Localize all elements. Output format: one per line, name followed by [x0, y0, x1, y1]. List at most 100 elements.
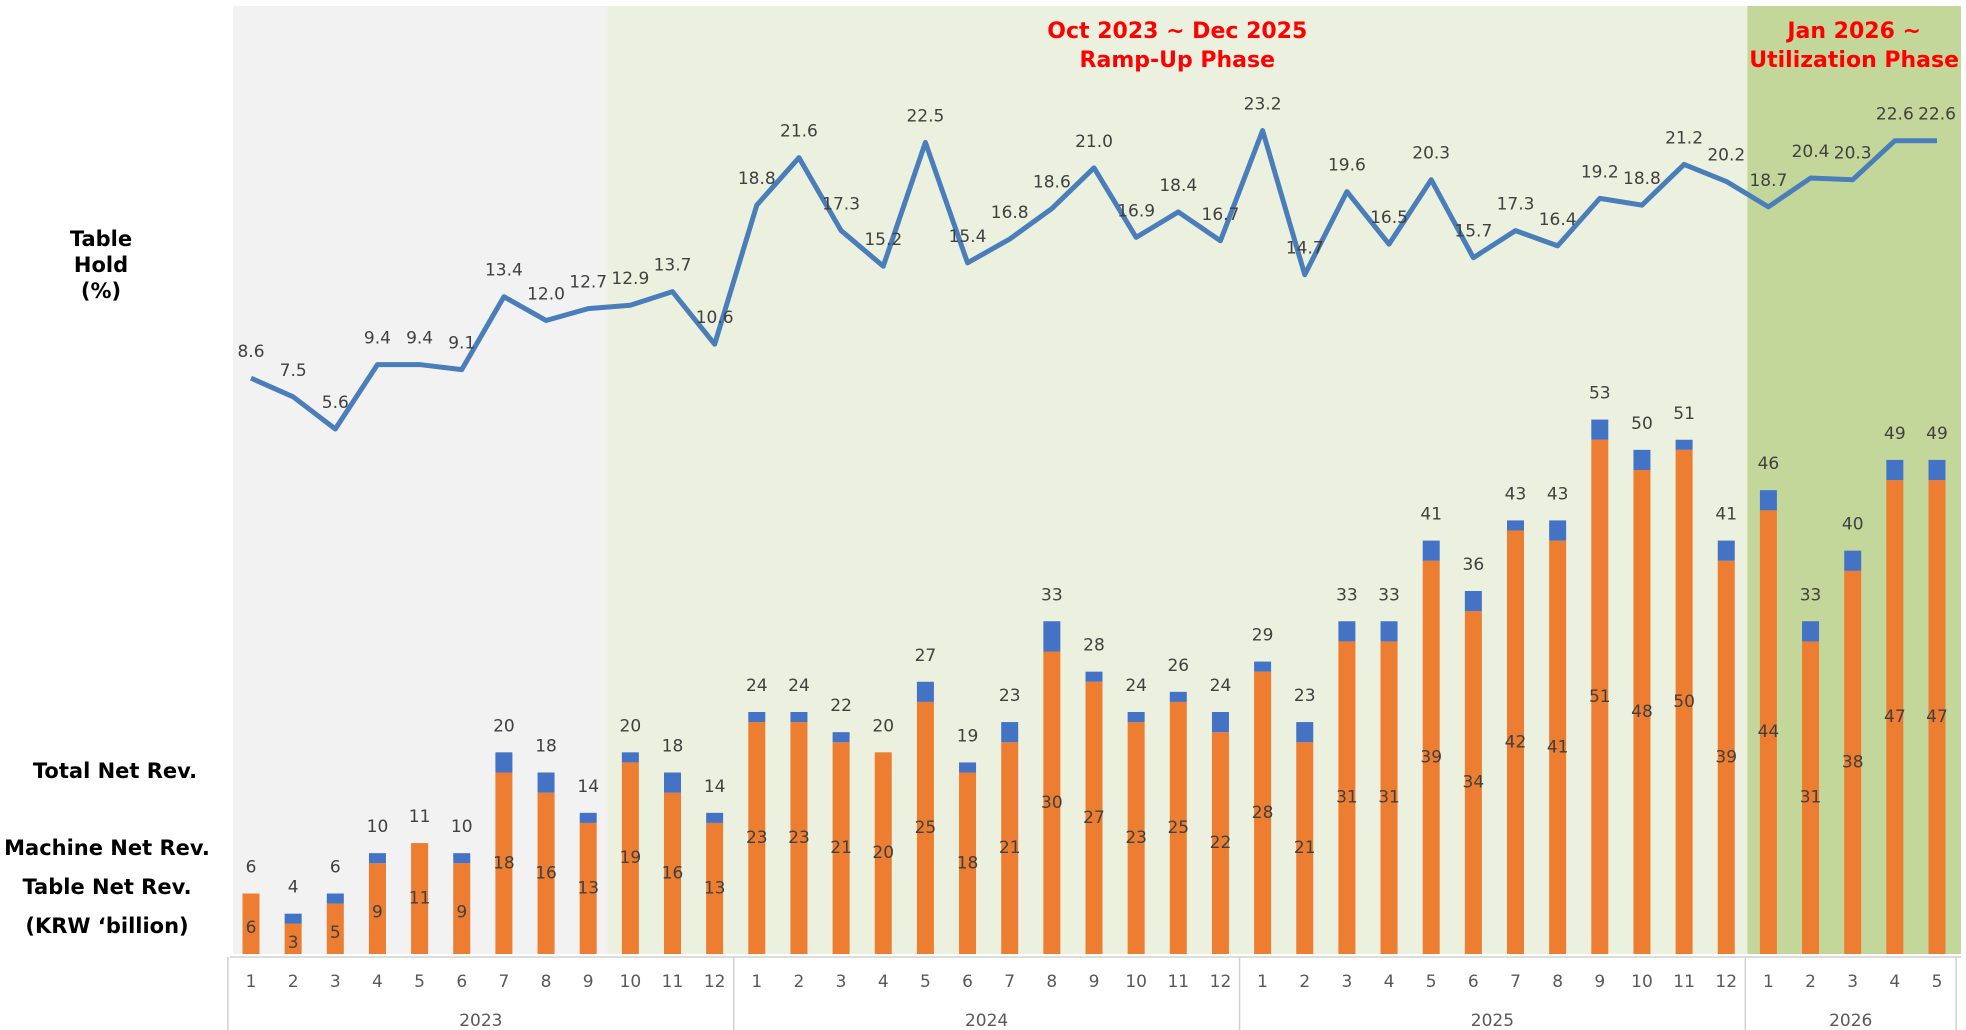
bar-label: 3	[288, 933, 299, 953]
total-label: 6	[246, 858, 257, 878]
total-label: 33	[1336, 585, 1358, 605]
bar-segment	[284, 913, 302, 924]
x-tick-label: 8	[1552, 972, 1563, 992]
bar-segment	[579, 822, 597, 954]
bar-segment	[959, 762, 977, 773]
line-label: 9.4	[364, 329, 391, 349]
x-tick-label: 4	[1384, 972, 1395, 992]
bar-segment	[242, 893, 260, 954]
total-label: 40	[1842, 515, 1864, 535]
bar-label: 16	[535, 863, 557, 883]
total-label: 18	[662, 737, 684, 757]
total-label: 51	[1673, 404, 1695, 424]
x-tick-label: 10	[620, 972, 642, 992]
bar-label: 25	[1167, 818, 1189, 838]
x-tick-label: 6	[456, 972, 467, 992]
bar-label: 31	[1800, 788, 1822, 808]
phase-label: Utilization Phase	[1749, 48, 1959, 73]
x-tick-label: 3	[1847, 972, 1858, 992]
phase-label: Jan 2026 ~	[1785, 19, 1921, 44]
line-label: 18.8	[738, 169, 776, 189]
total-label: 49	[1926, 424, 1948, 444]
bar-segment	[1633, 449, 1651, 470]
x-tick-label: 9	[583, 972, 594, 992]
x-group-label: 2026	[1829, 1011, 1872, 1030]
bar-segment	[1380, 641, 1398, 954]
bar-label: 34	[1463, 773, 1485, 793]
line-label: 13.7	[654, 256, 692, 276]
total-label: 28	[1083, 636, 1105, 656]
x-tick-label: 1	[751, 972, 762, 992]
bar-label: 5	[330, 923, 341, 943]
bar-segment	[1338, 641, 1356, 954]
line-label: 16.7	[1202, 205, 1240, 225]
hold-line	[249, 128, 1937, 432]
bar-segment	[1928, 459, 1946, 481]
total-label: 23	[1294, 686, 1316, 706]
line-label: 18.6	[1033, 173, 1071, 193]
bar-segment	[706, 812, 724, 823]
total-label: 10	[367, 817, 389, 837]
bar-segment	[664, 792, 681, 954]
bar-segment	[326, 893, 344, 904]
bar-segment	[1591, 439, 1609, 954]
x-tick-label: 6	[962, 972, 973, 992]
bar-segment	[1422, 540, 1440, 561]
line-label: 20.3	[1412, 144, 1450, 164]
bar-segment	[1886, 480, 1904, 954]
bar-label: 48	[1631, 702, 1653, 722]
bar-segment	[1043, 651, 1061, 954]
bar-segment	[1507, 530, 1524, 954]
bar-label: 44	[1758, 722, 1780, 742]
line-label: 15.2	[864, 230, 902, 250]
total-label: 24	[746, 676, 768, 696]
line-label: 17.3	[822, 195, 860, 215]
bar-label: 50	[1673, 692, 1695, 712]
x-tick-label: 2	[1805, 972, 1816, 992]
bar-segment	[1633, 470, 1651, 954]
line-label: 15.7	[1454, 222, 1492, 242]
bar-segment	[1127, 712, 1145, 723]
bar-segment	[748, 712, 766, 723]
bar-segment	[537, 772, 555, 793]
bar-segment	[1085, 681, 1103, 954]
total-label: 36	[1463, 555, 1485, 575]
line-label: 20.3	[1834, 144, 1872, 164]
bar-label: 47	[1926, 707, 1948, 727]
total-label: 24	[788, 676, 810, 696]
bar-label: 31	[1378, 788, 1400, 808]
total-label: 26	[1167, 656, 1189, 676]
bar-segment	[706, 822, 724, 954]
legend-machine: Machine Net Rev.	[4, 836, 210, 860]
line-label: 15.4	[949, 227, 987, 247]
x-tick-label: 2	[1299, 972, 1310, 992]
total-label: Total Net Rev.	[32, 759, 198, 783]
bar-segment	[916, 701, 934, 954]
bar-segment	[1001, 722, 1019, 743]
line-label: 20.4	[1792, 142, 1830, 162]
line-label: 7.5	[280, 361, 307, 381]
line-label: 18.7	[1749, 171, 1787, 191]
total-label: 18	[535, 737, 557, 757]
bar-label: 6	[246, 918, 257, 938]
x-tick-label: 7	[1004, 972, 1015, 992]
x-tick-label: 5	[920, 972, 931, 992]
total-label: 20	[620, 716, 642, 736]
x-tick-label: 9	[1089, 972, 1100, 992]
line-label: 12.7	[569, 273, 607, 293]
bar-segment	[1886, 459, 1904, 481]
bar-segment	[874, 752, 892, 954]
bar-segment	[1549, 520, 1567, 541]
x-tick-label: 1	[246, 972, 257, 992]
bar-segment	[1380, 621, 1398, 642]
line-label: 10.6	[696, 308, 734, 328]
total-label: 53	[1589, 384, 1611, 404]
total-label: 41	[1420, 505, 1442, 525]
bar-segment	[1127, 722, 1145, 954]
line-label: 21.0	[1075, 132, 1113, 152]
bar-label: 39	[1715, 747, 1737, 767]
bar-segment	[1296, 722, 1314, 743]
line-label: 12.9	[611, 269, 649, 289]
bar-segment	[579, 812, 597, 823]
bar-label: 16	[662, 863, 684, 883]
